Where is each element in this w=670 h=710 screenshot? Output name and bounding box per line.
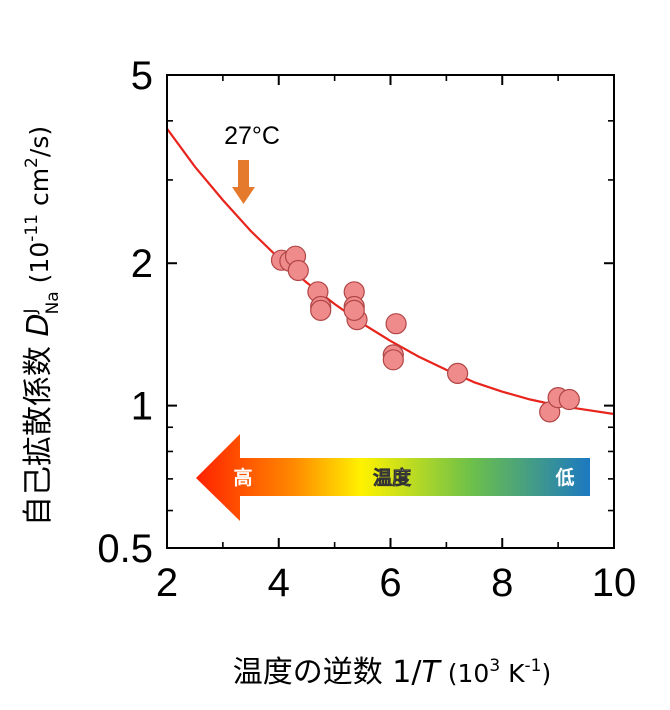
x-axis-title-var: T (422, 655, 443, 690)
gradient-label-high: 高 (233, 466, 252, 489)
gradient-arrow-shape (196, 434, 590, 521)
data-point (447, 362, 469, 384)
x-axis-title-unit-mid: K (500, 659, 525, 688)
x-axis-title-unit-open: (10 (440, 659, 490, 688)
x-tick-label: 4 (268, 561, 290, 605)
x-axis-title-unit-exp: 3 (489, 656, 500, 676)
data-point (310, 299, 332, 321)
x-axis-title-prefix: 温度の逆数 1/ (233, 655, 423, 690)
fit-curve (167, 128, 614, 416)
annotation-27c: 27°C (224, 122, 280, 204)
x-axis-title: 温度の逆数 1/T (103 K-1) (233, 655, 551, 690)
data-point (558, 388, 580, 411)
annotation-label: 27°C (224, 122, 280, 150)
y-tick-label: 2 (131, 242, 153, 286)
axis-ticks: 2 4 6 8 10 0.5 1 2 5 (97, 54, 636, 605)
x-axis-title-unit-exp2: -1 (525, 656, 542, 676)
data-point (382, 349, 404, 371)
data-points (270, 245, 580, 423)
y-axis-title-var: D (21, 313, 56, 336)
x-axis-title-unit-close: ) (541, 659, 551, 688)
y-axis-title-unit-mid: cm (25, 168, 54, 214)
y-tick-label: 0.5 (97, 527, 153, 571)
y-axis-title: 自己拡散係数 DJ Na (10-11 cm2/s) (21, 126, 63, 526)
y-axis-title-sub: Na (43, 291, 63, 314)
gradient-label-mid: 温度 (373, 466, 412, 489)
data-point (343, 299, 365, 321)
y-axis-title-sup: J (21, 308, 41, 314)
y-axis-title-unit-exp2: 2 (22, 157, 42, 168)
data-point (385, 313, 407, 335)
y-axis-title-unit-exp: -11 (22, 214, 42, 242)
x-tick-label: 10 (592, 561, 637, 605)
y-axis-title-unit-open: (10 (25, 242, 54, 292)
y-axis-title-prefix: 自己拡散係数 (21, 337, 56, 527)
x-tick-label: 8 (491, 561, 513, 605)
x-tick-label: 2 (156, 561, 178, 605)
y-tick-label: 5 (131, 54, 153, 98)
y-tick-label: 1 (131, 385, 153, 429)
y-axis-title-unit-close: /s) (25, 126, 54, 157)
data-point (287, 259, 309, 282)
annotation-down-arrow (232, 160, 255, 204)
gradient-label-low: 低 (554, 466, 574, 489)
temperature-gradient-arrow: 高 温度 低 (196, 434, 590, 521)
x-tick-label: 6 (379, 561, 401, 605)
